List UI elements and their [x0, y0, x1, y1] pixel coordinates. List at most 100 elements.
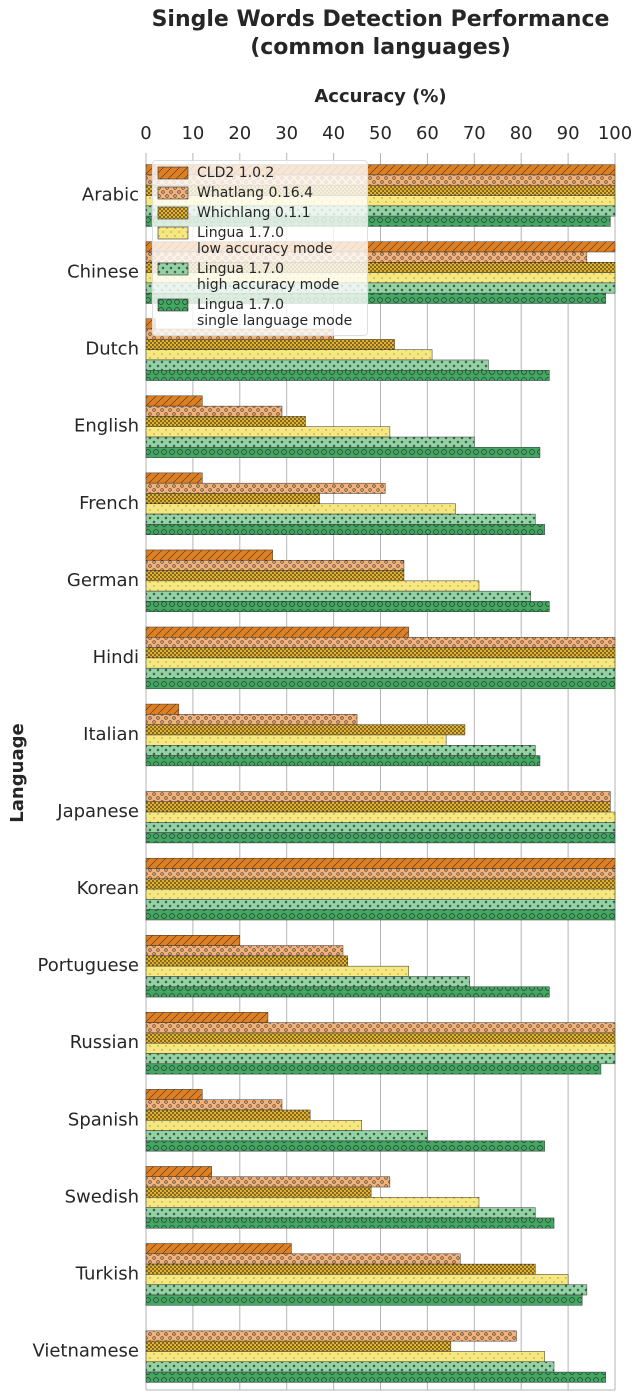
legend-swatch	[157, 206, 189, 220]
bar	[145, 811, 616, 823]
legend-swatch	[157, 226, 189, 240]
bar	[145, 965, 409, 977]
bar	[145, 1042, 616, 1054]
bar	[145, 755, 541, 767]
y-tick-label: Swedish	[65, 1186, 139, 1207]
bar	[145, 899, 616, 910]
bar	[145, 1032, 616, 1044]
bar	[145, 395, 203, 407]
bar	[145, 1274, 569, 1285]
x-axis-label: Accuracy (%)	[314, 86, 447, 107]
y-tick-label: Arabic	[82, 185, 139, 206]
bar	[145, 832, 616, 844]
y-tick-label: French	[79, 493, 139, 514]
bar	[145, 1197, 480, 1208]
bar	[145, 1022, 616, 1034]
bar	[145, 524, 545, 535]
y-tick-label: Japanese	[56, 801, 139, 822]
bar	[145, 1294, 583, 1306]
bar	[145, 447, 541, 458]
bar	[145, 637, 616, 648]
legend-item: Lingua 1.7.0 high accuracy mode	[157, 261, 363, 293]
bar	[145, 724, 466, 736]
bar	[145, 1207, 536, 1219]
bar	[145, 1063, 602, 1075]
bar	[145, 339, 395, 350]
y-tick-label: Hindi	[93, 647, 139, 668]
legend-swatch	[157, 262, 189, 276]
bar	[145, 822, 616, 833]
legend-label: CLD2 1.0.2	[197, 165, 275, 181]
bar	[145, 1186, 372, 1198]
legend-label: Whichlang 0.1.1	[197, 205, 311, 221]
legend-item: Whatlang 0.16.4	[157, 185, 363, 201]
bar	[145, 986, 550, 998]
bar	[145, 791, 611, 802]
legend-label: Whatlang 0.16.4	[197, 185, 313, 201]
bar	[145, 1243, 292, 1255]
bar	[145, 1140, 545, 1152]
bar	[145, 1012, 269, 1023]
bar	[145, 1340, 452, 1352]
x-tick-label: 50	[369, 123, 392, 144]
y-tick-label: Italian	[83, 724, 139, 745]
legend-swatch	[157, 186, 189, 200]
x-tick-label: 90	[557, 123, 580, 144]
bar	[145, 370, 550, 381]
y-tick-label: Turkish	[75, 1263, 139, 1284]
bar	[145, 436, 475, 448]
bar	[145, 626, 409, 638]
bar	[145, 945, 344, 957]
bar	[145, 868, 616, 880]
bar	[145, 647, 616, 659]
legend-item: Lingua 1.7.0 single language mode	[157, 297, 363, 329]
y-tick-label: German	[67, 570, 139, 591]
bar	[145, 482, 386, 494]
bar	[145, 976, 470, 988]
bar	[145, 503, 456, 515]
x-tick-label: 100	[598, 123, 632, 144]
x-tick-label: 70	[463, 123, 486, 144]
bar	[145, 549, 273, 561]
y-tick-label: Chinese	[67, 262, 139, 283]
y-tick-label: Korean	[77, 878, 139, 899]
y-axis-label: Language	[7, 723, 28, 822]
bar	[145, 1130, 428, 1142]
bar	[145, 493, 320, 505]
bar	[145, 745, 536, 756]
bar	[145, 935, 241, 946]
bar	[145, 888, 616, 900]
bar	[145, 678, 616, 690]
bar	[145, 1351, 545, 1363]
chart-title: Single Words Detection Performance (comm…	[151, 7, 610, 60]
bar	[145, 570, 405, 582]
bar	[145, 714, 358, 725]
bar	[145, 1099, 283, 1111]
bar	[145, 1330, 517, 1342]
bar	[145, 1263, 536, 1275]
bar	[145, 590, 531, 602]
x-tick-label: 30	[275, 123, 298, 144]
bar	[145, 955, 348, 967]
bar	[145, 405, 283, 417]
legend-item: CLD2 1.0.2	[157, 165, 363, 181]
legend-item: Whichlang 0.1.1	[157, 205, 363, 221]
legend-item: Lingua 1.7.0 low accuracy mode	[157, 225, 363, 257]
x-tick-label: 40	[322, 123, 345, 144]
bar	[145, 1361, 555, 1373]
bar	[145, 416, 306, 427]
bar	[145, 1120, 362, 1131]
bar	[145, 1166, 212, 1177]
x-tick-label: 10	[181, 123, 204, 144]
bar	[145, 1253, 461, 1265]
bar	[145, 1089, 203, 1100]
bar	[145, 657, 616, 669]
bar	[145, 513, 536, 525]
bar	[145, 801, 611, 813]
x-tick-label: 60	[416, 123, 439, 144]
bar	[145, 359, 489, 371]
bar	[145, 667, 616, 679]
x-tick-label: 20	[228, 123, 251, 144]
bar	[145, 349, 433, 361]
bar	[145, 1284, 588, 1296]
